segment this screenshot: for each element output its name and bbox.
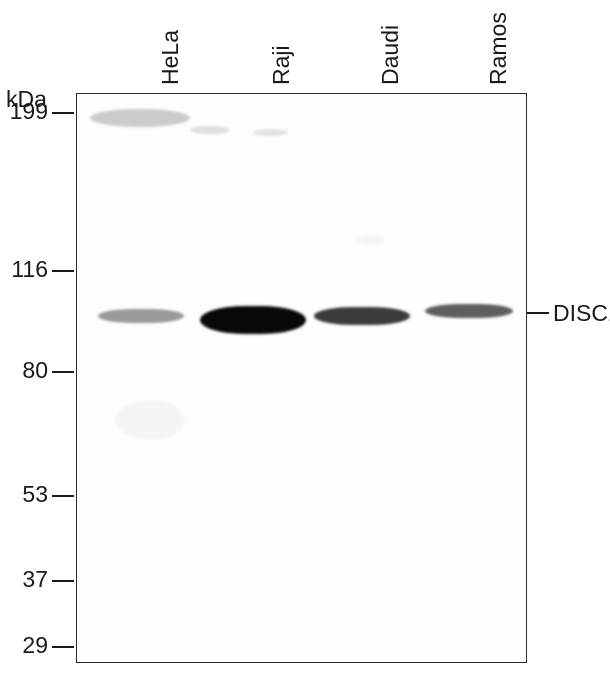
mw-tick-116 [52, 270, 74, 272]
noise-smudge [355, 235, 385, 245]
noise-smudge [90, 109, 190, 127]
band-daudi [314, 307, 410, 325]
lane-label-daudi: Daudi [377, 25, 404, 85]
noise-smudge [253, 129, 288, 136]
western-blot-figure: kDa HeLaRajiDaudiRamos 19911680533729 DI… [0, 0, 610, 686]
noise-smudge [190, 126, 230, 134]
mw-label-37: 37 [0, 566, 48, 593]
band-raji [200, 306, 306, 334]
mw-tick-80 [52, 371, 74, 373]
blot-membrane [76, 93, 527, 663]
mw-label-116: 116 [0, 256, 48, 283]
band-ramos [425, 304, 513, 318]
mw-label-80: 80 [0, 357, 48, 384]
lane-label-raji: Raji [268, 45, 295, 85]
disc1-tick [527, 312, 549, 314]
lane-label-ramos: Ramos [485, 12, 512, 85]
mw-tick-29 [52, 646, 74, 648]
mw-tick-53 [52, 495, 74, 497]
noise-smudge [115, 400, 185, 440]
band-hela [98, 309, 184, 323]
mw-label-29: 29 [0, 632, 48, 659]
mw-label-53: 53 [0, 481, 48, 508]
mw-tick-199 [52, 112, 74, 114]
mw-tick-37 [52, 580, 74, 582]
lane-label-hela: HeLa [157, 30, 184, 85]
mw-label-199: 199 [0, 98, 48, 125]
disc1-label: DISC1 [553, 300, 610, 327]
